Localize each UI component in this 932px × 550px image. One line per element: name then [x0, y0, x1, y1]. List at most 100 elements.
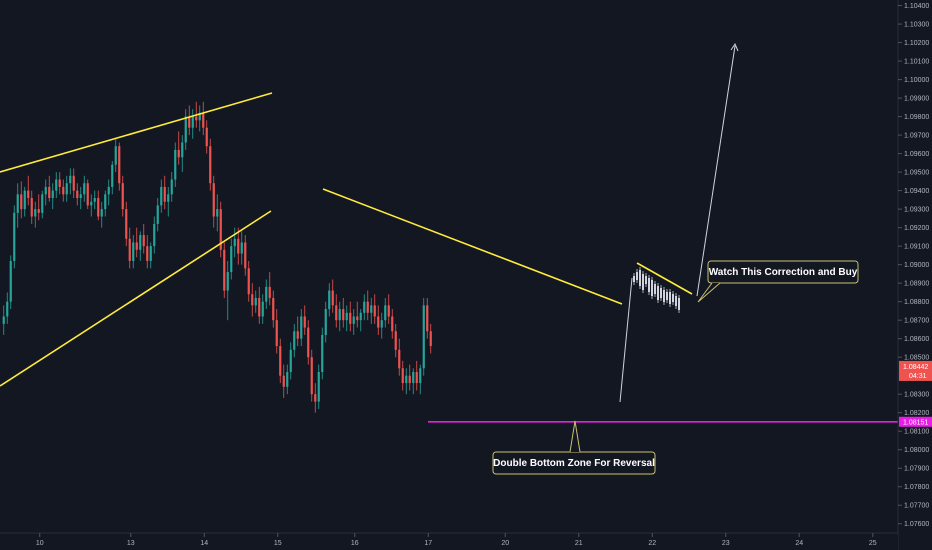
last-price-badge: 1.08442 04:31	[899, 360, 932, 381]
candle-body	[233, 238, 236, 247]
wedge-upper-trendline[interactable]	[0, 92, 273, 173]
candle-body	[345, 312, 348, 321]
correction-trendline[interactable]	[636, 262, 693, 295]
candle	[394, 323, 397, 358]
time-tick: 22	[648, 533, 656, 547]
candle-body	[254, 297, 257, 306]
candle-body	[181, 142, 184, 158]
candle	[16, 183, 19, 228]
drawing-overlays: Watch This Correction and Buy Double Bott…	[0, 42, 898, 475]
candle	[114, 138, 117, 173]
price-axis[interactable]: 1.10400 1.10300 1.10200 1.10100 1.10000 1.099…	[898, 3, 929, 528]
price-tick-label: 1.10300	[904, 22, 929, 29]
price-tick: 1.09300	[898, 207, 929, 214]
projected-candle	[639, 267, 641, 289]
candle	[177, 131, 180, 165]
time-axis[interactable]: 10131415161720212223242527	[36, 533, 932, 547]
price-tick-label: 1.08600	[904, 336, 929, 343]
candle	[363, 294, 366, 321]
candle	[48, 175, 51, 202]
candle	[86, 179, 89, 210]
candle-body	[356, 316, 359, 321]
price-tick: 1.10400	[898, 3, 929, 10]
projected-candle-body	[633, 276, 635, 282]
candle-body	[86, 183, 89, 206]
candle	[55, 172, 58, 199]
candle	[328, 283, 331, 317]
candle	[146, 235, 149, 269]
price-tick: 1.09800	[898, 114, 929, 121]
price-tick: 1.09600	[898, 151, 929, 158]
candle-body	[258, 297, 261, 317]
callout-pointer	[569, 420, 581, 453]
time-tick-label: 15	[274, 540, 282, 547]
candle-body	[114, 146, 117, 165]
candle-body	[34, 209, 37, 217]
candle	[149, 242, 152, 269]
candle	[422, 297, 425, 376]
time-tick: 24	[795, 533, 803, 547]
candle	[132, 235, 135, 269]
price-tick-label: 1.10100	[904, 59, 929, 66]
callout-correction[interactable]: Watch This Correction and Buy	[697, 260, 859, 303]
projected-candle	[657, 283, 659, 303]
candle-body	[303, 316, 306, 328]
candle	[156, 198, 159, 232]
descending-trendline[interactable]	[322, 188, 623, 305]
price-tick-label: 1.08800	[904, 299, 929, 306]
projected-candle	[678, 295, 680, 313]
candle-body	[205, 127, 208, 147]
price-tick: 1.08800	[898, 299, 929, 306]
projected-candle-body	[657, 286, 659, 300]
price-tick: 1.10300	[898, 22, 929, 29]
candle-body	[100, 209, 103, 217]
candle-body	[135, 242, 138, 250]
support-price-badge-bg	[899, 416, 932, 427]
candle-body	[282, 375, 285, 387]
candle	[72, 168, 75, 199]
candle	[223, 242, 226, 298]
candle	[97, 190, 100, 221]
candle-body	[79, 194, 82, 199]
candle	[391, 309, 394, 339]
candle	[62, 179, 65, 202]
price-tick-label: 1.07600	[904, 521, 929, 528]
candle	[27, 175, 30, 206]
candle	[93, 190, 96, 210]
callout-double-bottom[interactable]: Double Bottom Zone For Reversal	[492, 420, 656, 475]
candle-body	[331, 290, 334, 306]
candle-body	[146, 246, 149, 261]
candle-body	[191, 116, 194, 128]
candle-body	[359, 312, 362, 321]
candle	[202, 101, 205, 136]
candle-body	[76, 190, 79, 199]
projected-candle-body	[648, 278, 650, 292]
candle-body	[293, 331, 296, 350]
price-tick: 1.07700	[898, 503, 929, 510]
candle	[408, 364, 411, 391]
candle	[317, 364, 320, 410]
candle	[272, 290, 275, 328]
wedge-lower-trendline[interactable]	[0, 210, 272, 387]
candle-body	[55, 179, 58, 191]
candle	[377, 305, 380, 335]
candle	[419, 364, 422, 395]
price-tick-label: 1.09200	[904, 225, 929, 232]
candle	[384, 297, 387, 328]
candle-body	[394, 331, 397, 350]
candle-body	[209, 146, 212, 184]
callout-box	[707, 260, 859, 284]
projected-candle	[675, 293, 677, 309]
projected-candle	[648, 275, 650, 295]
candle-body	[219, 209, 222, 250]
price-tick-label: 1.08300	[904, 392, 929, 399]
candle	[6, 292, 9, 324]
candle-body	[314, 394, 317, 402]
candle	[401, 360, 404, 391]
price-tick-label: 1.09600	[904, 151, 929, 158]
candle-body	[373, 305, 376, 317]
candle-body	[226, 272, 229, 291]
price-tick-label: 1.10400	[904, 3, 929, 10]
candle-body	[363, 301, 366, 313]
